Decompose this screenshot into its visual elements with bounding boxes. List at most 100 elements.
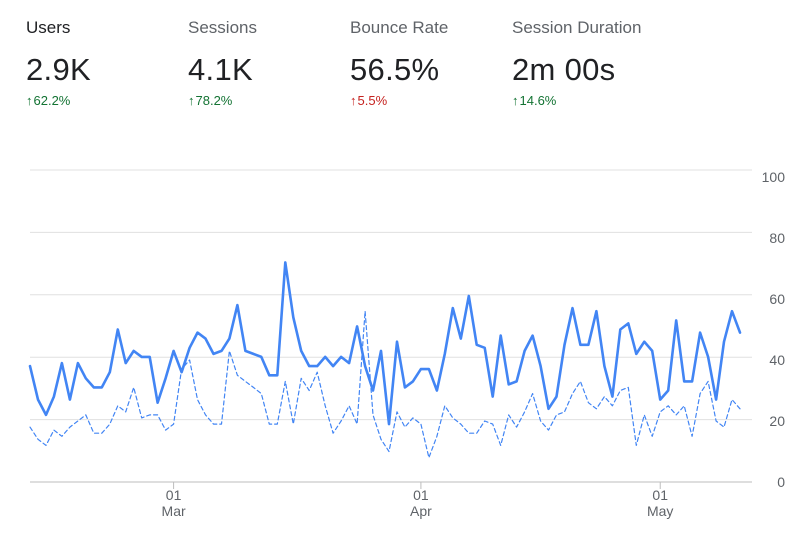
y-tick-label: 60 [769,291,785,307]
y-tick-label: 0 [777,474,785,490]
data-point [435,434,439,438]
data-point [275,373,279,377]
data-point [379,349,383,353]
data-point [451,306,455,310]
data-point [132,385,136,389]
data-point [52,428,56,432]
y-tick-label: 40 [769,352,785,368]
data-point [706,379,710,383]
data-point [116,328,120,332]
data-point [586,343,590,347]
data-point [212,352,216,356]
data-point [299,349,303,353]
data-point [212,422,216,426]
metric-session-duration[interactable]: Session Duration 2m 00s ↑14.6% [512,16,672,110]
data-point [586,401,590,405]
data-point [571,392,575,396]
data-point [275,422,279,426]
data-point [323,404,327,408]
data-point [204,413,208,417]
data-point [682,379,686,383]
data-point [594,309,598,313]
data-point [451,416,455,420]
data-point [547,407,551,411]
data-point [299,376,303,380]
metric-users[interactable]: Users 2.9K ↑62.2% [26,16,186,110]
arrow-up-icon: ↑ [350,93,357,108]
data-point [427,367,431,371]
data-point [387,422,391,426]
data-point [411,379,415,383]
data-point [124,410,128,414]
arrow-up-icon: ↑ [26,93,33,108]
data-point [555,413,559,417]
metric-bounce-rate[interactable]: Bounce Rate 56.5% ↑5.5% [350,16,510,110]
data-point [267,373,271,377]
data-point [618,328,622,332]
arrow-up-icon: ↑ [188,93,195,108]
arrow-up-icon: ↑ [512,93,519,108]
data-point [347,361,351,365]
chart-series [28,260,742,459]
data-point [475,343,479,347]
data-point [730,309,734,313]
data-point [60,361,64,365]
data-point [650,434,654,438]
data-point [36,437,40,441]
data-point [531,392,535,396]
data-point [28,425,32,429]
data-point [610,404,614,408]
data-point [602,395,606,399]
data-point [188,346,192,350]
data-point [92,385,96,389]
data-point [116,404,120,408]
data-point [68,425,72,429]
data-point [483,346,487,350]
data-point [730,398,734,402]
x-tick-label-day: 01 [652,487,668,503]
data-point [395,410,399,414]
data-point [68,398,72,402]
data-point [132,349,136,353]
data-point [523,410,527,414]
series-line-comparison [29,310,741,459]
data-point [435,389,439,393]
data-point [204,337,208,341]
data-point [156,401,160,405]
metric-value: 2m 00s [512,52,616,87]
data-point [331,364,335,368]
y-tick-label: 80 [769,230,785,246]
data-point [243,349,247,353]
metric-change-value: 78.2% [195,93,233,108]
data-point [355,422,359,426]
data-point [539,419,543,423]
data-point [227,337,231,341]
data-point [722,340,726,344]
data-point [419,367,423,371]
data-point [634,443,638,447]
data-point [483,419,487,423]
data-point [100,385,104,389]
data-point [339,419,343,423]
metric-change: ↑62.2% [26,92,186,110]
data-point [283,260,287,264]
x-tick-label-day: 01 [413,487,429,503]
data-point [499,334,503,338]
data-point [148,413,152,417]
data-point [363,309,367,313]
data-point [44,413,48,417]
data-point [690,379,694,383]
data-point [507,382,511,386]
data-point [315,364,319,368]
chart-grid [30,169,752,483]
data-point [642,413,646,417]
data-point [571,306,575,310]
data-point [267,422,271,426]
data-point [371,389,375,393]
data-point [467,431,471,435]
x-tick-label-month: May [647,503,673,519]
x-tick-label-month: Mar [162,503,186,519]
data-point [196,398,200,402]
metric-sessions[interactable]: Sessions 4.1K ↑78.2% [188,16,348,110]
